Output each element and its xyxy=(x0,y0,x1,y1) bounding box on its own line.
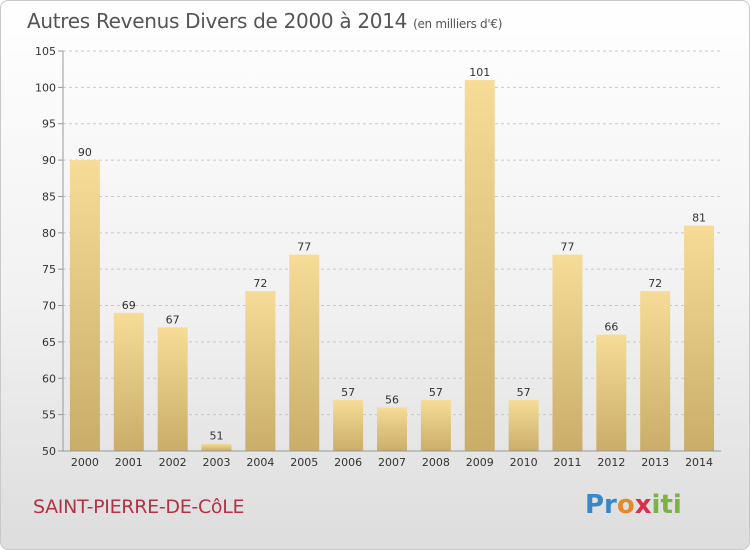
commune-name: SAINT-PIERRE-DE-CôLE xyxy=(33,496,245,518)
data-label-2008: 57 xyxy=(429,386,443,399)
y-tick-label: 80 xyxy=(42,227,56,240)
y-tick-label: 95 xyxy=(42,118,56,131)
bars xyxy=(69,80,715,451)
bar-2007 xyxy=(377,407,407,451)
x-tick-label: 2009 xyxy=(466,456,494,469)
x-tick-label: 2012 xyxy=(597,456,625,469)
y-axis-ticks: 50 55 60 65 70 75 80 85 90 95 100 105 xyxy=(35,45,721,458)
x-tick-label: 2011 xyxy=(553,456,581,469)
bar-2004 xyxy=(245,291,276,451)
chart-unit: (en milliers d'€) xyxy=(413,17,503,31)
x-tick-label: 2000 xyxy=(71,456,99,469)
x-axis-ticks: 2000 2001 2002 2003 2004 2005 2006 2007 2008 2009… xyxy=(71,456,713,469)
y-tick-label: 105 xyxy=(35,45,56,58)
data-label-2001: 69 xyxy=(122,299,136,312)
data-label-2014: 81 xyxy=(692,212,706,225)
data-label-2011: 77 xyxy=(560,241,574,254)
bar-2012 xyxy=(596,334,627,451)
x-tick-label: 2001 xyxy=(115,456,143,469)
y-tick-label: 60 xyxy=(42,372,56,385)
data-label-2013: 72 xyxy=(648,277,662,290)
y-tick-label: 65 xyxy=(42,336,56,349)
bar-2005 xyxy=(289,254,320,451)
bar-2013 xyxy=(640,291,671,451)
x-tick-label: 2010 xyxy=(510,456,538,469)
data-label-2007: 56 xyxy=(385,393,399,406)
bar-2011 xyxy=(552,254,583,451)
y-tick-label: 90 xyxy=(42,154,56,167)
x-tick-label: 2005 xyxy=(290,456,318,469)
y-tick-label: 100 xyxy=(35,81,56,94)
bar-2001 xyxy=(113,312,144,451)
data-label-2006: 57 xyxy=(341,386,355,399)
data-labels: 90 69 67 51 72 77 57 56 57 101 57 77 66 72 81 xyxy=(78,66,706,443)
chart-title-text: Autres Revenus Divers de 2000 à 2014 xyxy=(27,9,408,33)
bar-2000 xyxy=(69,160,100,451)
data-label-2009: 101 xyxy=(469,66,490,79)
bar-2010 xyxy=(508,400,539,451)
x-tick-label: 2002 xyxy=(159,456,187,469)
x-tick-label: 2006 xyxy=(334,456,362,469)
bar-2006 xyxy=(333,400,364,451)
bar-2009 xyxy=(464,80,495,451)
data-label-2005: 77 xyxy=(297,241,311,254)
x-tick-label: 2013 xyxy=(641,456,669,469)
y-tick-label: 75 xyxy=(42,263,56,276)
x-tick-label: 2004 xyxy=(246,456,274,469)
data-label-2010: 57 xyxy=(517,386,531,399)
x-tick-label: 2003 xyxy=(203,456,231,469)
proxiti-logo: Proxiti xyxy=(585,490,682,520)
bar-2008 xyxy=(420,400,451,451)
data-label-2003: 51 xyxy=(210,430,224,443)
x-tick-label: 2008 xyxy=(422,456,450,469)
x-tick-label: 2014 xyxy=(685,456,713,469)
chart-title: Autres Revenus Divers de 2000 à 2014 (en … xyxy=(27,9,502,33)
bar-2002 xyxy=(157,327,188,451)
bar-2014 xyxy=(684,225,715,451)
data-label-2002: 67 xyxy=(166,313,180,326)
x-tick-label: 2007 xyxy=(378,456,406,469)
y-tick-label: 85 xyxy=(42,190,56,203)
y-tick-label: 50 xyxy=(42,445,56,458)
data-label-2012: 66 xyxy=(604,321,618,334)
data-label-2004: 72 xyxy=(253,277,267,290)
bar-2003 xyxy=(201,443,232,451)
y-tick-label: 70 xyxy=(42,300,56,313)
data-label-2000: 90 xyxy=(78,146,92,159)
y-tick-label: 55 xyxy=(42,409,56,422)
